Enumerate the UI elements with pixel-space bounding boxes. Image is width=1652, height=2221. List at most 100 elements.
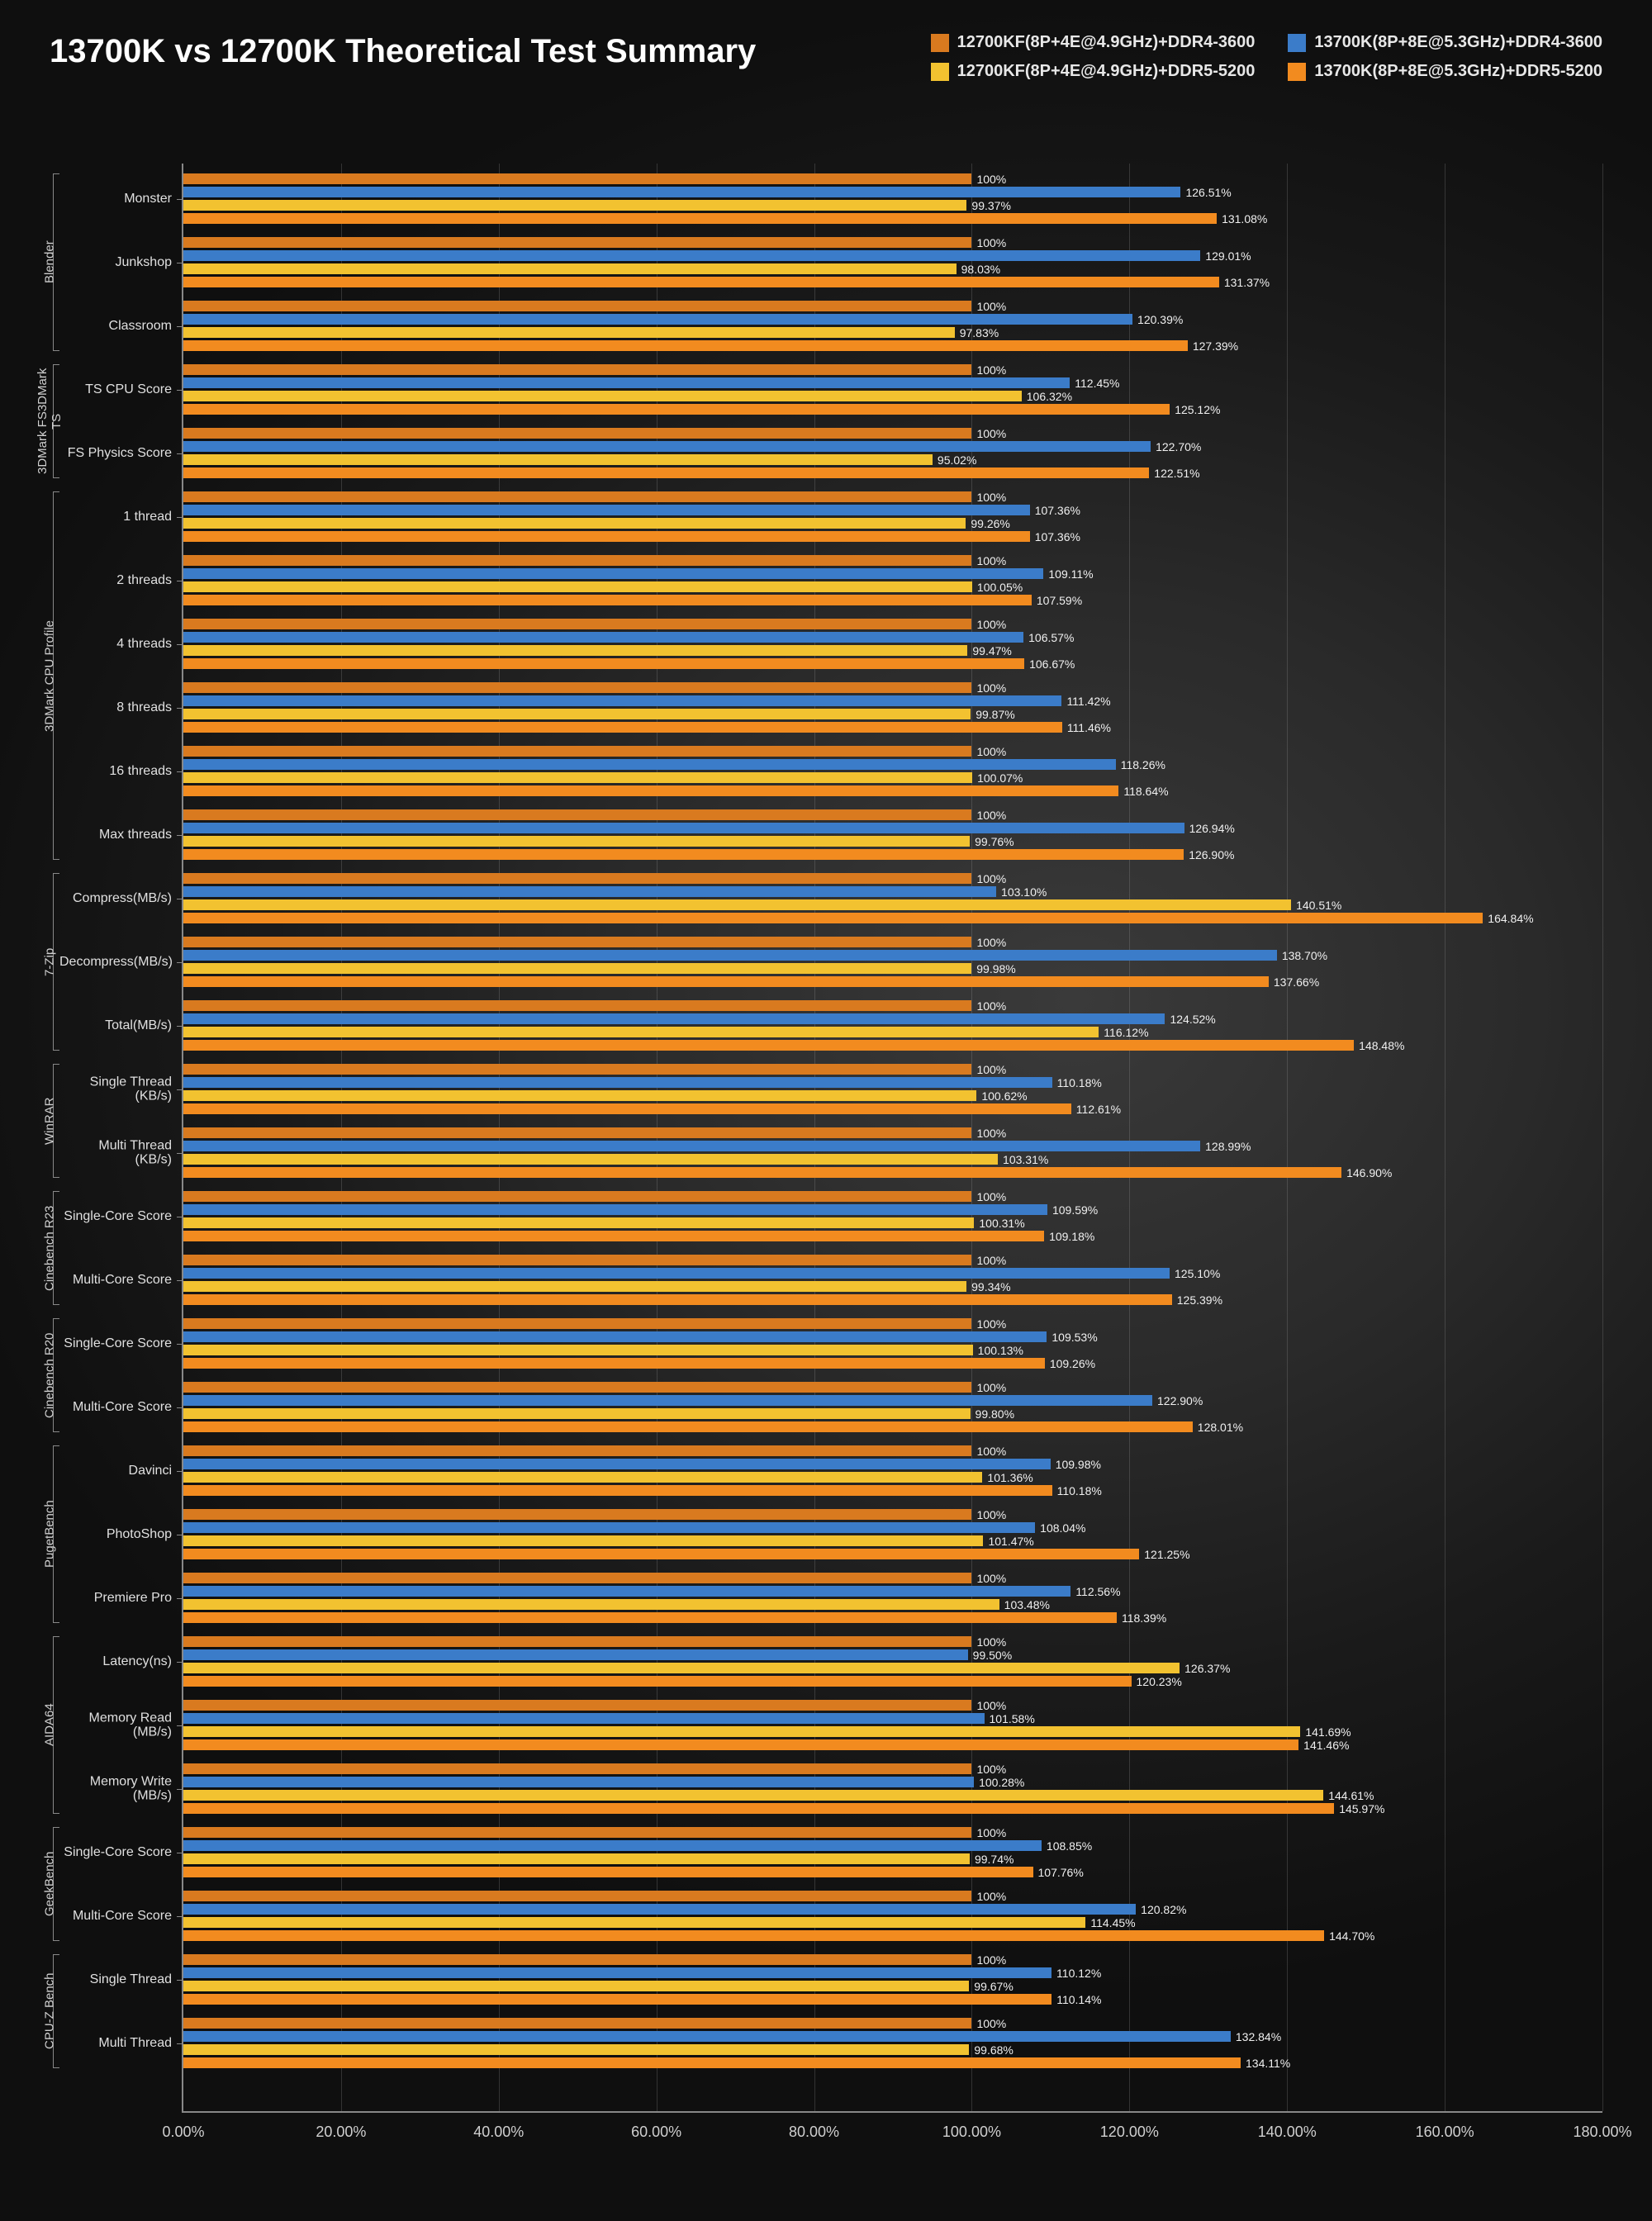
bar-value-label: 95.02% xyxy=(933,453,976,467)
bar: 100% xyxy=(183,937,971,947)
bar: 107.59% xyxy=(183,595,1032,605)
bar-value-label: 114.45% xyxy=(1085,1916,1135,1929)
bar: 101.58% xyxy=(183,1713,985,1724)
bar: 99.34% xyxy=(183,1281,966,1292)
legend-item: 12700KF(8P+4E@4.9GHz)+DDR5-5200 xyxy=(931,62,1256,81)
bar-value-label: 128.01% xyxy=(1193,1421,1243,1434)
bar-value-label: 99.34% xyxy=(966,1280,1010,1293)
bar: 144.61% xyxy=(183,1790,1323,1801)
bar: 100.28% xyxy=(183,1777,974,1787)
row-label: Max threads xyxy=(59,828,183,842)
bar: 109.26% xyxy=(183,1358,1045,1369)
bar-value-label: 110.18% xyxy=(1052,1076,1102,1089)
bar-value-label: 100% xyxy=(971,1127,1006,1140)
bar: 100% xyxy=(183,1318,971,1329)
chart-row: Junkshop100%129.01%98.03%131.37% xyxy=(183,237,1602,287)
x-axis-tick: 20.00% xyxy=(316,2124,366,2141)
group-label: GeekBench xyxy=(32,1827,55,1941)
bar-value-label: 101.47% xyxy=(983,1535,1033,1548)
bar: 103.31% xyxy=(183,1154,998,1165)
bar: 103.48% xyxy=(183,1599,999,1610)
row-label: FS Physics Score xyxy=(59,446,183,461)
bar-value-label: 100% xyxy=(971,1063,1006,1076)
bar-value-label: 122.51% xyxy=(1149,467,1199,480)
chart-row: Multi-Core Score100%120.82%114.45%144.70… xyxy=(183,1891,1602,1941)
bar-value-label: 100% xyxy=(971,1635,1006,1649)
bar-value-label: 100% xyxy=(971,1317,1006,1331)
bar-value-label: 99.98% xyxy=(971,962,1015,975)
bar-value-label: 109.26% xyxy=(1045,1357,1095,1370)
legend: 12700KF(8P+4E@4.9GHz)+DDR4-360013700K(8P… xyxy=(931,33,1602,81)
row-label: Monster xyxy=(59,192,183,206)
bar: 99.76% xyxy=(183,836,970,847)
page-title: 13700K vs 12700K Theoretical Test Summar… xyxy=(50,33,756,70)
bar: 100% xyxy=(183,1954,971,1965)
chart-row: 1 thread100%107.36%99.26%107.36% xyxy=(183,491,1602,542)
bar: 141.69% xyxy=(183,1726,1300,1737)
bar: 109.53% xyxy=(183,1331,1047,1342)
bar: 99.47% xyxy=(183,645,967,656)
bar-value-label: 106.32% xyxy=(1022,390,1072,403)
bar: 112.45% xyxy=(183,377,1070,388)
bar-value-label: 107.36% xyxy=(1030,504,1080,517)
chart-row: Monster100%126.51%99.37%131.08% xyxy=(183,173,1602,224)
row-label: TS CPU Score xyxy=(59,382,183,397)
bar-value-label: 100.28% xyxy=(974,1776,1024,1789)
bar: 99.80% xyxy=(183,1408,971,1419)
bar: 132.84% xyxy=(183,2031,1231,2042)
bar: 109.59% xyxy=(183,1204,1047,1215)
bar: 100% xyxy=(183,1763,971,1774)
bar: 100% xyxy=(183,555,971,566)
bar-value-label: 100% xyxy=(971,809,1006,822)
chart-row: FS Physics Score100%122.70%95.02%122.51% xyxy=(183,428,1602,478)
bar: 97.83% xyxy=(183,327,955,338)
bar-value-label: 100% xyxy=(971,1445,1006,1458)
bar-value-label: 140.51% xyxy=(1291,899,1341,912)
row-label: 8 threads xyxy=(59,700,183,715)
bar-value-label: 99.74% xyxy=(970,1853,1014,1866)
bar: 126.51% xyxy=(183,187,1180,197)
bar: 146.90% xyxy=(183,1167,1341,1178)
bar: 100% xyxy=(183,1191,971,1202)
bar-value-label: 98.03% xyxy=(957,263,1000,276)
bar: 100% xyxy=(183,619,971,629)
bar: 126.94% xyxy=(183,823,1184,833)
bar-value-label: 99.37% xyxy=(966,199,1010,212)
bar-value-label: 148.48% xyxy=(1354,1039,1404,1052)
bar-value-label: 100% xyxy=(971,1763,1006,1776)
bar-value-label: 131.37% xyxy=(1219,276,1270,289)
chart-row: Single Thread100%110.12%99.67%110.14% xyxy=(183,1954,1602,2005)
row-label: Decompress(MB/s) xyxy=(59,955,183,970)
row-label: Memory Read (MB/s) xyxy=(59,1711,183,1739)
bar-value-label: 100% xyxy=(971,236,1006,249)
bar: 100% xyxy=(183,173,971,184)
chart-row: Memory Write (MB/s)100%100.28%144.61%145… xyxy=(183,1763,1602,1814)
bar: 121.25% xyxy=(183,1549,1139,1559)
bar: 126.37% xyxy=(183,1663,1180,1673)
plot: 0.00%20.00%40.00%60.00%80.00%100.00%120.… xyxy=(182,164,1602,2113)
bar-value-label: 100% xyxy=(971,1953,1006,1967)
bar: 128.99% xyxy=(183,1141,1200,1151)
x-axis-tick: 140.00% xyxy=(1258,2124,1317,2141)
bar-value-label: 106.57% xyxy=(1023,631,1074,644)
bar-value-label: 129.01% xyxy=(1200,249,1251,263)
bar-value-label: 100% xyxy=(971,554,1006,567)
bar-value-label: 144.61% xyxy=(1323,1789,1374,1802)
bar: 99.37% xyxy=(183,200,966,211)
bar-value-label: 109.18% xyxy=(1044,1230,1094,1243)
bar-value-label: 138.70% xyxy=(1277,949,1327,962)
bar-value-label: 112.61% xyxy=(1071,1103,1121,1116)
bar: 99.50% xyxy=(183,1649,968,1660)
bar-value-label: 103.10% xyxy=(996,885,1047,899)
bar: 100% xyxy=(183,873,971,884)
chart-row: Total(MB/s)100%124.52%116.12%148.48% xyxy=(183,1000,1602,1051)
bar-value-label: 99.47% xyxy=(967,644,1011,657)
bar: 99.74% xyxy=(183,1853,970,1864)
row-label: Single-Core Score xyxy=(59,1845,183,1860)
bar-value-label: 100% xyxy=(971,1190,1006,1203)
bar: 100% xyxy=(183,364,971,375)
bar: 100% xyxy=(183,809,971,820)
bar-value-label: 107.76% xyxy=(1033,1866,1084,1879)
row-label: 2 threads xyxy=(59,573,183,588)
bar-value-label: 100% xyxy=(971,363,1006,377)
